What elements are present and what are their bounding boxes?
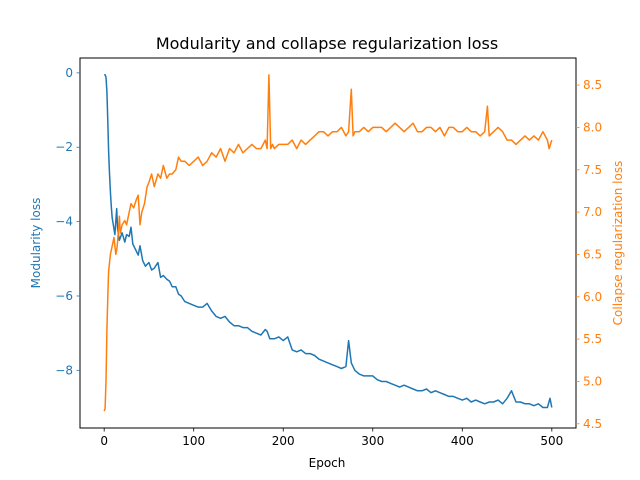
x-tick-label: 200: [272, 434, 295, 448]
right-y-axis: 4.5 5.0 5.5 6.0 6.5 7.0 7.5 8.0 8.5: [576, 78, 602, 431]
left-y-axis-label: Modularity loss: [29, 198, 43, 289]
left-y-tick-label: −8: [55, 363, 73, 377]
left-y-axis: 0 −2 −4 −6 −8: [55, 66, 80, 377]
x-tick-label: 0: [100, 434, 108, 448]
x-tick-label: 100: [182, 434, 205, 448]
modularity-loss-line: [104, 73, 553, 409]
series-layer: [103, 73, 553, 412]
right-y-tick-label: 7.5: [583, 163, 602, 177]
left-y-tick-label: −2: [55, 140, 73, 154]
right-y-tick-label: 8.5: [583, 78, 602, 92]
right-y-tick-label: 4.5: [583, 417, 602, 431]
chart-title: Modularity and collapse regularization l…: [156, 34, 498, 53]
right-y-tick-label: 7.0: [583, 205, 602, 219]
x-axis: 0 100 200 300 400 500: [100, 428, 563, 448]
x-tick-label: 500: [540, 434, 563, 448]
right-y-tick-label: 5.5: [583, 332, 602, 346]
collapse-loss-line: [103, 74, 553, 412]
left-y-tick-label: −4: [55, 215, 73, 229]
x-axis-label: Epoch: [309, 456, 346, 470]
right-y-axis-label: Collapse regularization loss: [611, 161, 625, 326]
right-y-tick-label: 8.0: [583, 120, 602, 134]
right-y-tick-label: 6.5: [583, 247, 602, 261]
left-y-tick-label: 0: [65, 66, 73, 80]
right-y-tick-label: 6.0: [583, 290, 602, 304]
x-tick-label: 400: [451, 434, 474, 448]
right-y-tick-label: 5.0: [583, 374, 602, 388]
x-tick-label: 300: [361, 434, 384, 448]
left-y-tick-label: −6: [55, 289, 73, 303]
plot-frame: [79, 57, 577, 429]
